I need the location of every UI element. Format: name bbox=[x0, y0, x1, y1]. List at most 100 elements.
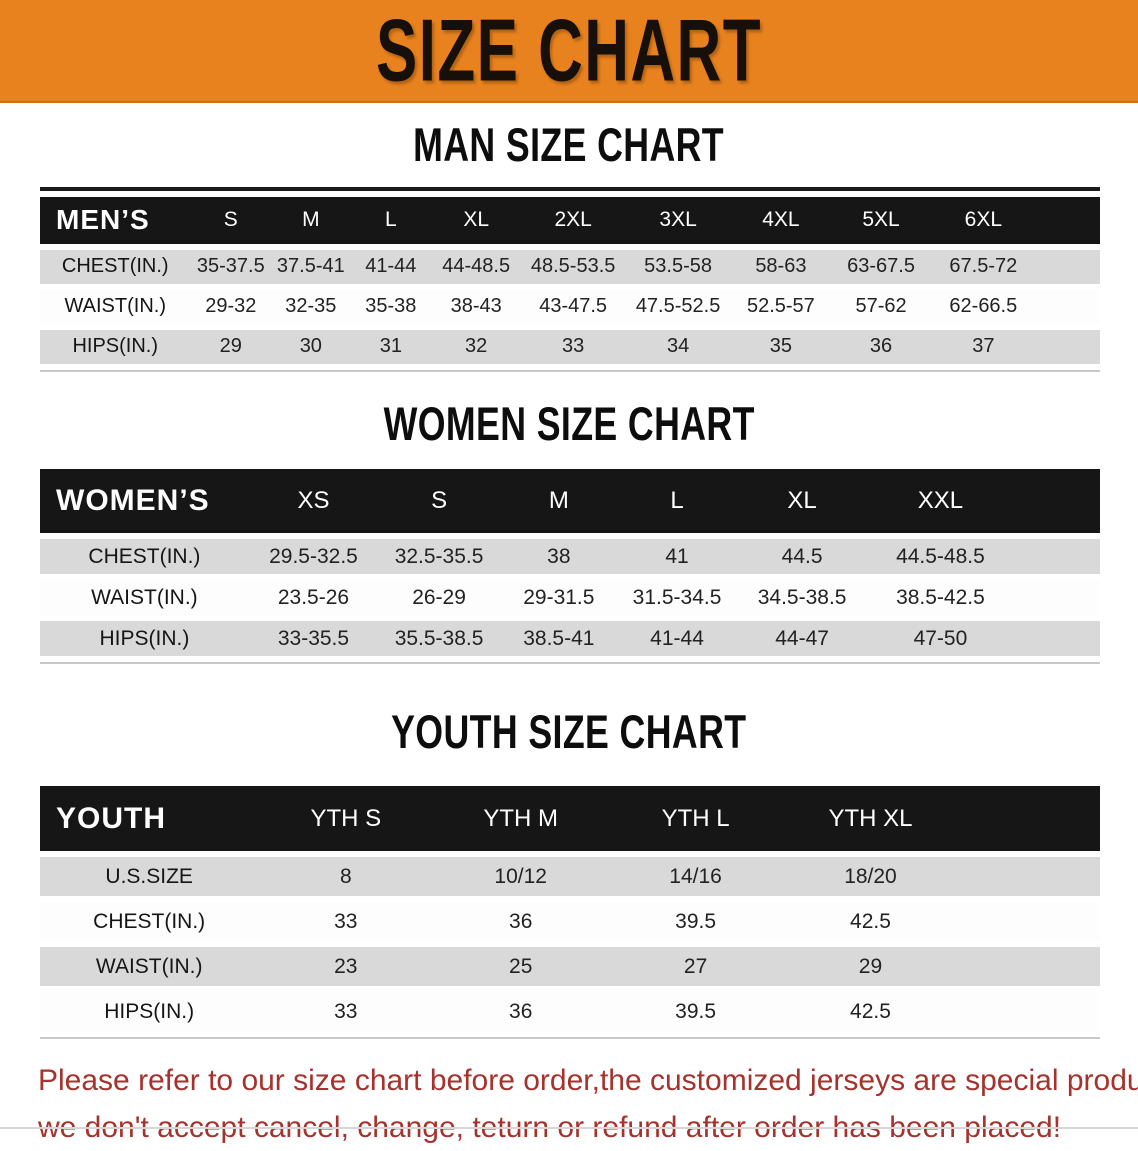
section-title-youth-text: YOUTH SIZE CHART bbox=[391, 705, 747, 759]
table-header-row: YOUTH YTH S YTH M YTH L YTH XL bbox=[40, 786, 1100, 852]
value-cell: 34.5-38.5 bbox=[736, 580, 868, 616]
row-label: WAIST(IN.) bbox=[40, 947, 259, 987]
value-cell: 35-38 bbox=[350, 289, 432, 324]
table-row: CHEST(IN.) 29.5-32.5 32.5-35.5 38 41 44.5 44.5… bbox=[40, 539, 1100, 575]
value-cell: 34 bbox=[625, 329, 732, 364]
value-cell: 47-50 bbox=[867, 621, 1014, 657]
value-cell: 36 bbox=[433, 902, 609, 942]
spacer-cell bbox=[1013, 469, 1100, 534]
value-cell: 23 bbox=[258, 947, 434, 987]
column-header: XXL bbox=[867, 469, 1014, 534]
value-cell: 63-67.5 bbox=[830, 249, 932, 284]
value-cell: 31.5-34.5 bbox=[617, 580, 737, 616]
value-cell: 44.5 bbox=[736, 539, 868, 575]
value-cell: 10/12 bbox=[433, 857, 609, 897]
column-header: 2XL bbox=[521, 196, 626, 244]
column-header: XL bbox=[431, 196, 522, 244]
value-cell: 38-43 bbox=[431, 289, 522, 324]
row-label: HIPS(IN.) bbox=[40, 329, 191, 364]
spacer-cell bbox=[1013, 539, 1100, 575]
section-title-men: MAN SIZE CHART bbox=[0, 119, 1138, 171]
section-title-men-text: MAN SIZE CHART bbox=[413, 118, 725, 171]
value-cell: 44.5-48.5 bbox=[867, 539, 1014, 575]
section-men: MAN SIZE CHART MEN’S S M L XL 2XL 3XL 4XL 5XL 6XL… bbox=[0, 119, 1138, 372]
value-cell: 53.5-58 bbox=[625, 249, 732, 284]
spacer-cell bbox=[1013, 580, 1100, 616]
column-header: YTH M bbox=[433, 786, 609, 852]
column-header: YTH L bbox=[608, 786, 784, 852]
value-cell: 39.5 bbox=[608, 992, 784, 1032]
value-cell: 29 bbox=[190, 329, 272, 364]
value-cell: 26-29 bbox=[378, 580, 501, 616]
value-cell: 27 bbox=[608, 947, 784, 987]
column-header: XS bbox=[248, 469, 379, 534]
value-cell: 35.5-38.5 bbox=[378, 621, 501, 657]
section-women: WOMEN SIZE CHART WOMEN’S XS S M L XL XXL CHEST(… bbox=[0, 396, 1138, 665]
value-cell: 14/16 bbox=[608, 857, 784, 897]
value-cell: 29.5-32.5 bbox=[248, 539, 379, 575]
section-youth: YOUTH SIZE CHART YOUTH YTH S YTH M YTH L YTH… bbox=[0, 706, 1138, 1040]
value-cell: 58-63 bbox=[731, 249, 831, 284]
column-header: 4XL bbox=[731, 196, 831, 244]
value-cell: 42.5 bbox=[783, 992, 958, 1032]
value-cell: 67.5-72 bbox=[931, 249, 1036, 284]
column-header: 5XL bbox=[830, 196, 932, 244]
section-title-youth: YOUTH SIZE CHART bbox=[0, 706, 1138, 758]
value-cell: 41-44 bbox=[617, 621, 737, 657]
column-header: 3XL bbox=[625, 196, 732, 244]
spacer-cell bbox=[957, 786, 1100, 852]
spacer-cell bbox=[1035, 249, 1100, 284]
value-cell: 52.5-57 bbox=[731, 289, 831, 324]
column-header: YTH XL bbox=[783, 786, 958, 852]
table-title-cell: YOUTH bbox=[40, 786, 259, 852]
banner-title: SIZE CHART bbox=[376, 1, 762, 100]
value-cell: 30 bbox=[271, 329, 351, 364]
value-cell: 36 bbox=[433, 992, 609, 1032]
column-header: L bbox=[350, 196, 432, 244]
row-label: CHEST(IN.) bbox=[40, 249, 191, 284]
value-cell: 23.5-26 bbox=[248, 580, 379, 616]
value-cell: 35-37.5 bbox=[190, 249, 272, 284]
row-label: HIPS(IN.) bbox=[40, 992, 259, 1032]
spacer-cell bbox=[1035, 289, 1100, 324]
table-row: CHEST(IN.) 35-37.5 37.5-41 41-44 44-48.5 48.5… bbox=[40, 249, 1100, 284]
row-label: U.S.SIZE bbox=[40, 857, 259, 897]
value-cell: 42.5 bbox=[783, 902, 958, 942]
section-title-women-text: WOMEN SIZE CHART bbox=[383, 396, 755, 450]
table-row: WAIST(IN.) 23 25 27 29 bbox=[40, 947, 1100, 987]
column-header: M bbox=[500, 469, 618, 534]
spacer-cell bbox=[957, 857, 1100, 897]
value-cell: 57-62 bbox=[830, 289, 932, 324]
row-label: WAIST(IN.) bbox=[40, 580, 249, 616]
spacer-cell bbox=[957, 947, 1100, 987]
value-cell: 37 bbox=[931, 329, 1036, 364]
value-cell: 32.5-35.5 bbox=[378, 539, 501, 575]
value-cell: 8 bbox=[258, 857, 434, 897]
value-cell: 37.5-41 bbox=[271, 249, 351, 284]
table-title-cell: MEN’S bbox=[40, 196, 191, 244]
value-cell: 29-32 bbox=[190, 289, 272, 324]
spacer-cell bbox=[1035, 329, 1100, 364]
value-cell: 33 bbox=[258, 902, 434, 942]
value-cell: 33-35.5 bbox=[248, 621, 379, 657]
value-cell: 33 bbox=[521, 329, 626, 364]
value-cell: 32 bbox=[431, 329, 522, 364]
value-cell: 36 bbox=[830, 329, 932, 364]
value-cell: 44-48.5 bbox=[431, 249, 522, 284]
value-cell: 33 bbox=[258, 992, 434, 1032]
value-cell: 38.5-41 bbox=[500, 621, 618, 657]
men-size-table: MEN’S S M L XL 2XL 3XL 4XL 5XL 6XL CHEST(IN.) 35-37… bbox=[40, 186, 1100, 372]
value-cell: 48.5-53.5 bbox=[521, 249, 626, 284]
banner: SIZE CHART bbox=[0, 0, 1138, 103]
value-cell: 38 bbox=[500, 539, 618, 575]
value-cell: 44-47 bbox=[736, 621, 868, 657]
column-header: XL bbox=[736, 469, 868, 534]
table-row: WAIST(IN.) 23.5-26 26-29 29-31.5 31.5-34.5 34… bbox=[40, 580, 1100, 616]
column-header: 6XL bbox=[931, 196, 1036, 244]
table-row: U.S.SIZE 8 10/12 14/16 18/20 bbox=[40, 857, 1100, 897]
table-header-row: WOMEN’S XS S M L XL XXL bbox=[40, 469, 1100, 534]
value-cell: 29 bbox=[783, 947, 958, 987]
value-cell: 39.5 bbox=[608, 902, 784, 942]
column-header: M bbox=[271, 196, 351, 244]
